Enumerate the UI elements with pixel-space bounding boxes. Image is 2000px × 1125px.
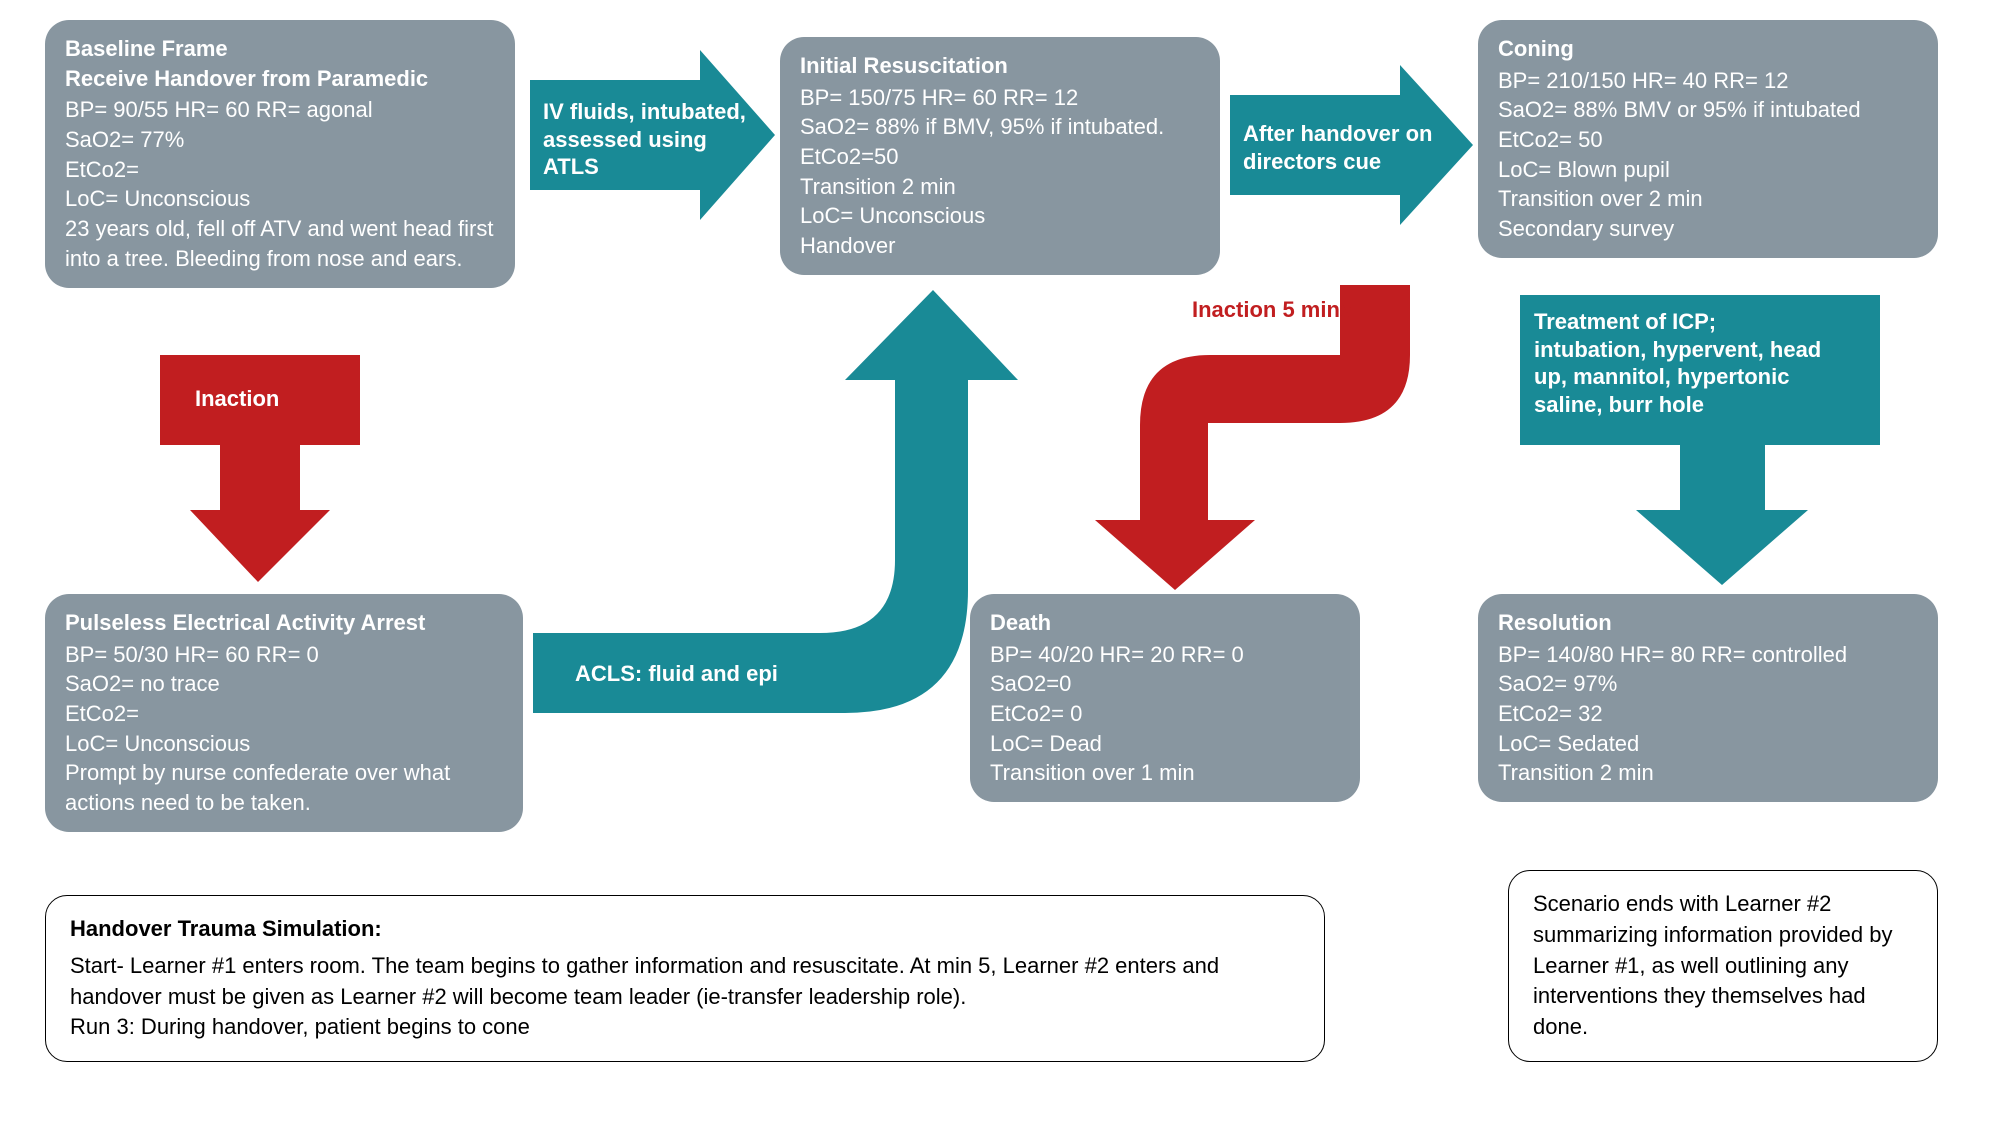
node-title: Death bbox=[990, 608, 1340, 638]
flowchart-stage: Baseline Frame Receive Handover from Par… bbox=[0, 0, 2000, 1125]
node-coning: Coning BP= 210/150 HR= 40 RR= 12 SaO2= 8… bbox=[1478, 20, 1938, 258]
node-title: Baseline Frame Receive Handover from Par… bbox=[65, 34, 495, 93]
caption-body: Scenario ends with Learner #2 summarizin… bbox=[1533, 891, 1893, 1039]
node-body: BP= 140/80 HR= 80 RR= controlled SaO2= 9… bbox=[1498, 640, 1918, 788]
node-body: BP= 150/75 HR= 60 RR= 12 SaO2= 88% if BM… bbox=[800, 83, 1200, 261]
caption-body: Start- Learner #1 enters room. The team … bbox=[70, 953, 1219, 1040]
node-pea: Pulseless Electrical Activity Arrest BP=… bbox=[45, 594, 523, 832]
caption-end: Scenario ends with Learner #2 summarizin… bbox=[1508, 870, 1938, 1062]
caption-title: Handover Trauma Simulation: bbox=[70, 914, 1300, 945]
node-title: Pulseless Electrical Activity Arrest bbox=[65, 608, 503, 638]
arrow-a4 bbox=[533, 290, 1018, 713]
arrow-a6-label: Treatment of ICP; intubation, hypervent,… bbox=[1534, 308, 1869, 418]
node-body: BP= 40/20 HR= 20 RR= 0 SaO2=0 EtCo2= 0 L… bbox=[990, 640, 1340, 788]
arrow-a4-label: ACLS: fluid and epi bbox=[575, 660, 835, 688]
arrow-a3-label: Inaction bbox=[195, 385, 345, 413]
arrow-a5 bbox=[1095, 285, 1410, 590]
arrow-a5-label: Inaction 5 mins bbox=[1192, 296, 1392, 324]
node-resolution: Resolution BP= 140/80 HR= 80 RR= control… bbox=[1478, 594, 1938, 802]
node-title: Coning bbox=[1498, 34, 1918, 64]
node-initial: Initial Resuscitation BP= 150/75 HR= 60 … bbox=[780, 37, 1220, 275]
node-death: Death BP= 40/20 HR= 20 RR= 0 SaO2=0 EtCo… bbox=[970, 594, 1360, 802]
node-body: BP= 210/150 HR= 40 RR= 12 SaO2= 88% BMV … bbox=[1498, 66, 1918, 244]
node-baseline: Baseline Frame Receive Handover from Par… bbox=[45, 20, 515, 288]
node-body: BP= 90/55 HR= 60 RR= agonal SaO2= 77% Et… bbox=[65, 95, 495, 273]
node-title: Resolution bbox=[1498, 608, 1918, 638]
arrow-a1-label: IV fluids, intubated, assessed using ATL… bbox=[543, 98, 753, 181]
arrow-a2-label: After handover on directors cue bbox=[1243, 120, 1433, 175]
node-title: Initial Resuscitation bbox=[800, 51, 1200, 81]
node-body: BP= 50/30 HR= 60 RR= 0 SaO2= no trace Et… bbox=[65, 640, 503, 818]
caption-main: Handover Trauma Simulation: Start- Learn… bbox=[45, 895, 1325, 1062]
